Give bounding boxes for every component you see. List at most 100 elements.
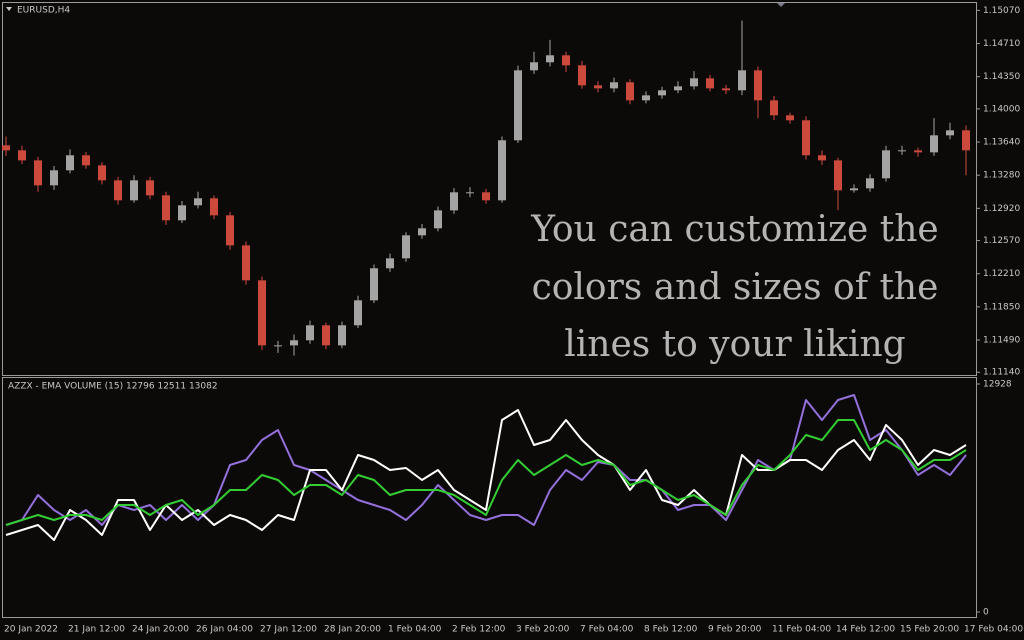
y-tick-label: 1.11490: [983, 336, 1020, 346]
y-tick-label: 1.14710: [983, 39, 1020, 49]
candle-body: [818, 155, 826, 161]
candle-body: [130, 180, 138, 201]
indicator-title: AZZX - EMA VOLUME (15) 12796 12511 13082: [8, 382, 218, 392]
candle-body: [498, 140, 506, 201]
candle-body: [34, 160, 42, 186]
candle-body: [98, 165, 106, 181]
y-tick-label: 1.12210: [983, 269, 1020, 279]
x-tick-label: 20 Jan 2022: [4, 625, 58, 635]
candle-body: [258, 280, 266, 346]
candle-body: [882, 150, 890, 179]
x-tick-label: 9 Feb 20:00: [708, 625, 762, 635]
candle-body: [866, 178, 874, 189]
period-marker: [777, 3, 785, 7]
candle-body: [786, 115, 794, 121]
candle-body: [354, 300, 362, 326]
x-tick-label: 14 Feb 12:00: [836, 625, 895, 635]
candle-body: [962, 130, 970, 151]
candle-body: [754, 70, 762, 101]
x-tick-label: 8 Feb 12:00: [644, 625, 698, 635]
candle-body: [674, 86, 682, 91]
candle-body: [210, 198, 218, 216]
candle-body: [82, 155, 90, 166]
annotation: colors and sizes of the: [532, 267, 939, 308]
y-tick-label: 1.11140: [983, 368, 1020, 378]
candle-body: [610, 82, 618, 89]
candle-body: [850, 188, 858, 191]
y-tick-label: 1.12570: [983, 236, 1020, 246]
y-tick-label: 1.12920: [983, 204, 1020, 214]
candle-body: [434, 210, 442, 229]
x-tick-label: 2 Feb 12:00: [452, 625, 506, 635]
candle-body: [482, 192, 490, 201]
candle-body: [562, 55, 570, 66]
y-tick-label: 1.13640: [983, 138, 1020, 148]
y-tick-label: 1.15070: [983, 6, 1020, 16]
candle-body: [18, 150, 26, 161]
x-tick-label: 24 Jan 20:00: [132, 625, 189, 635]
candle-body: [50, 170, 58, 186]
annotation: You can customize the: [530, 209, 938, 250]
candle-body: [626, 82, 634, 101]
indicator-frame: [2, 377, 977, 618]
candle-body: [642, 95, 650, 101]
candle-body: [370, 268, 378, 301]
price-frame: [2, 2, 977, 376]
y-tick-label: 1.14000: [983, 104, 1020, 114]
candle-body: [450, 192, 458, 211]
candle-body: [802, 120, 810, 156]
y-tick-label: 1.13280: [983, 171, 1020, 181]
candle-body: [226, 215, 234, 246]
candle-body: [2, 145, 10, 151]
candle-body: [930, 135, 938, 153]
candle-body: [946, 130, 954, 136]
candle-body: [66, 155, 74, 171]
candle-body: [338, 325, 346, 346]
candle-body: [770, 100, 778, 116]
x-tick-label: 1 Feb 04:00: [388, 625, 442, 635]
indicator-line: [5, 394, 967, 527]
x-tick-label: 3 Feb 20:00: [516, 625, 570, 635]
candle-body: [162, 195, 170, 221]
candle-body: [658, 90, 666, 96]
candle-body: [418, 228, 426, 236]
candle-body: [322, 325, 330, 346]
annotation: lines to your liking: [564, 324, 905, 365]
y-tick-label: 1.11850: [983, 302, 1020, 312]
x-tick-label: 7 Feb 04:00: [580, 625, 634, 635]
y-tick-label: 0: [983, 608, 989, 618]
x-tick-label: 11 Feb 04:00: [772, 625, 831, 635]
candle-body: [706, 78, 714, 89]
candle-body: [274, 345, 282, 347]
candle-body: [898, 150, 906, 152]
candle-body: [914, 150, 922, 153]
x-tick-label: 26 Jan 04:00: [196, 625, 253, 635]
menu-icon: [6, 7, 12, 11]
candle-body: [290, 340, 298, 346]
chart-title: EURUSD,H4: [17, 6, 70, 16]
candle-body: [722, 88, 730, 91]
candle-body: [578, 65, 586, 86]
candle-body: [738, 70, 746, 91]
x-tick-label: 21 Jan 12:00: [68, 625, 125, 635]
candle-body: [834, 160, 842, 191]
candle-body: [386, 258, 394, 269]
candle-body: [242, 245, 250, 281]
candle-body: [114, 180, 122, 201]
candle-body: [402, 235, 410, 259]
x-tick-label: 28 Jan 20:00: [324, 625, 381, 635]
candle-body: [690, 78, 698, 87]
x-tick-label: 15 Feb 20:00: [900, 625, 959, 635]
x-tick-label: 27 Jan 12:00: [260, 625, 317, 635]
x-tick-label: 17 Feb 04:00: [964, 625, 1023, 635]
candle-body: [178, 205, 186, 221]
candle-body: [514, 70, 522, 141]
y-tick-label: 1.14350: [983, 72, 1020, 82]
candle-body: [530, 62, 538, 71]
candle-body: [466, 192, 474, 194]
indicator-line: [5, 419, 967, 526]
y-tick-label: 12928: [983, 379, 1012, 389]
